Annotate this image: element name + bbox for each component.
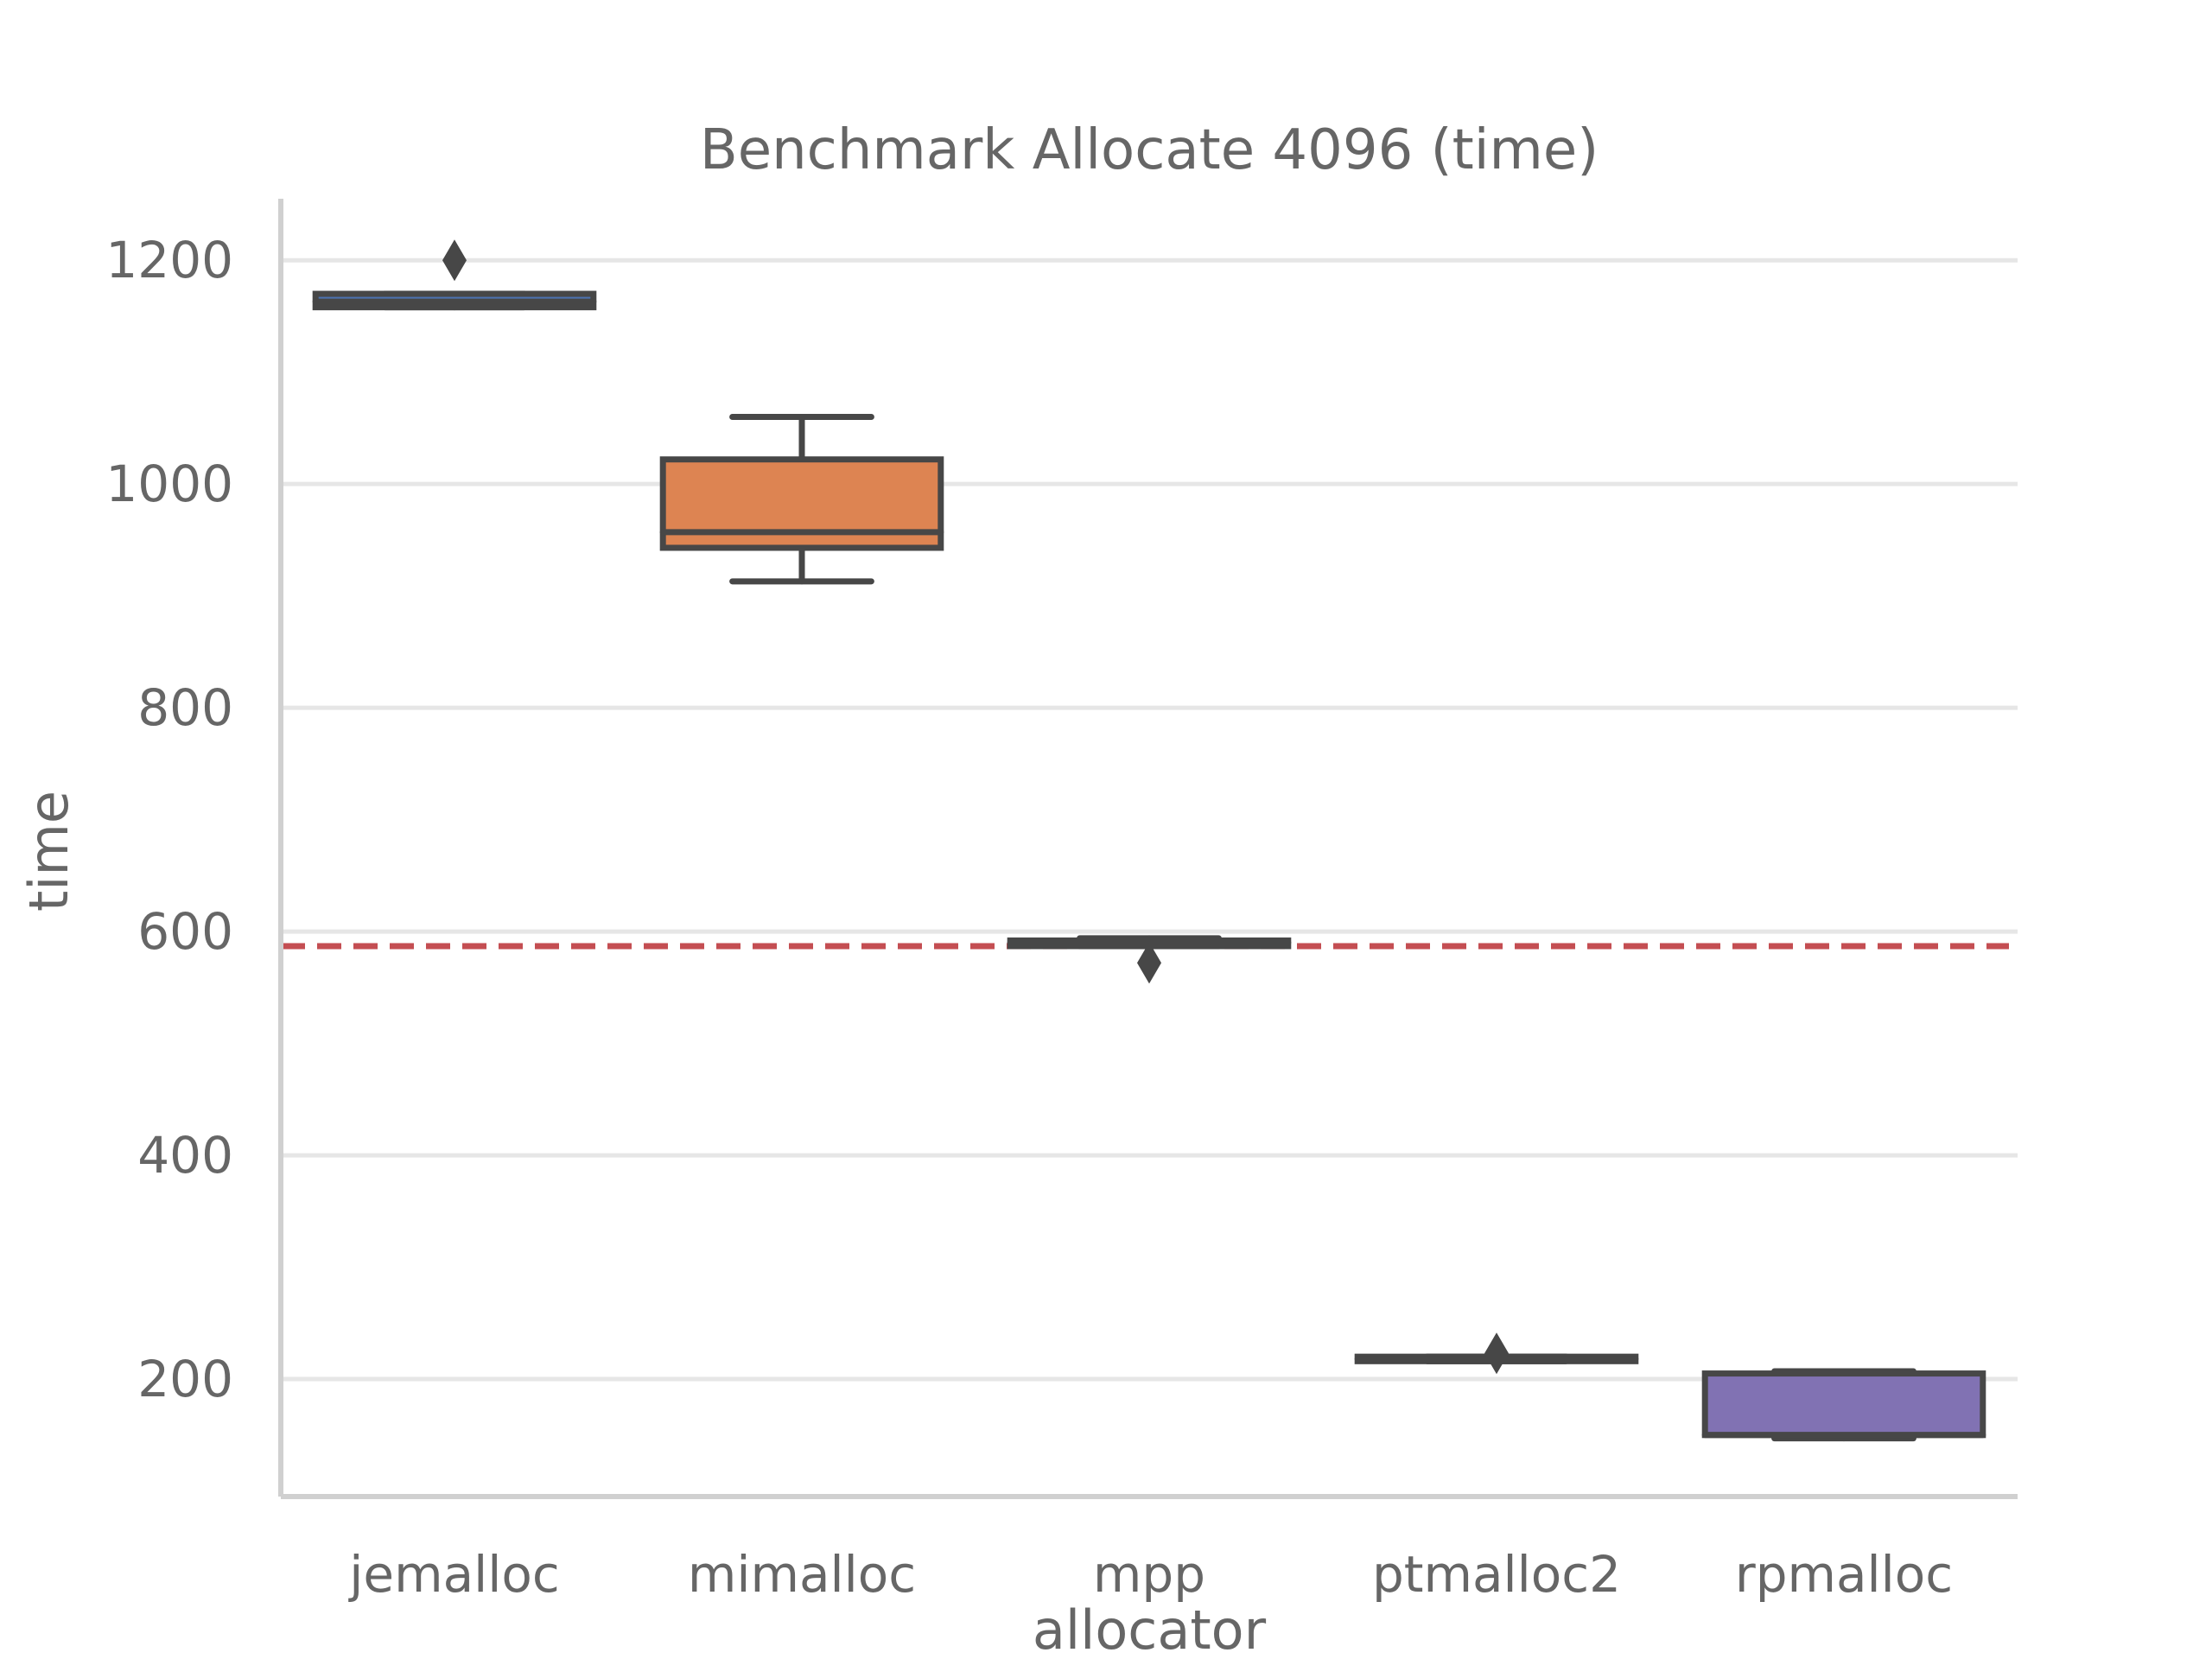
- axes: [278, 199, 2018, 1499]
- y-tick-label: 600: [137, 902, 233, 961]
- x-tick-labels: jemalloc mimalloc mpp ptmalloc2 rpmalloc: [347, 1545, 1953, 1604]
- y-tick-label: 200: [137, 1350, 233, 1408]
- chart-title: Benchmark Allocate 4096 (time): [700, 118, 1599, 182]
- outlier-point: [1137, 942, 1161, 984]
- y-tick-labels: 200 400 600 800 1000 1200: [105, 231, 233, 1408]
- x-tick-label: mpp: [1093, 1545, 1205, 1604]
- y-tick-label: 800: [137, 678, 233, 737]
- y-tick-label: 1200: [105, 231, 233, 289]
- box-mpp: [1007, 935, 1292, 984]
- box-ptmalloc2: [1354, 1332, 1639, 1375]
- x-axis-label: allocator: [1033, 1599, 1267, 1659]
- box-body: [1701, 1370, 1986, 1439]
- y-tick-label: 1000: [105, 454, 233, 513]
- x-tick-label: rpmalloc: [1735, 1545, 1953, 1604]
- box-mimalloc: [659, 413, 944, 585]
- box-rpmalloc: [1701, 1368, 1986, 1442]
- outlier-point: [442, 239, 467, 282]
- y-axis-label: time: [17, 791, 80, 912]
- outlier-point: [1484, 1332, 1509, 1375]
- y-tick-label: 400: [137, 1126, 233, 1185]
- x-tick-label: mimalloc: [688, 1545, 916, 1604]
- x-tick-label: ptmalloc2: [1372, 1545, 1621, 1604]
- x-tick-label: jemalloc: [347, 1545, 559, 1604]
- y-gridlines: [281, 257, 2018, 1382]
- box-jemalloc: [312, 239, 597, 311]
- box-series: [312, 239, 1986, 1442]
